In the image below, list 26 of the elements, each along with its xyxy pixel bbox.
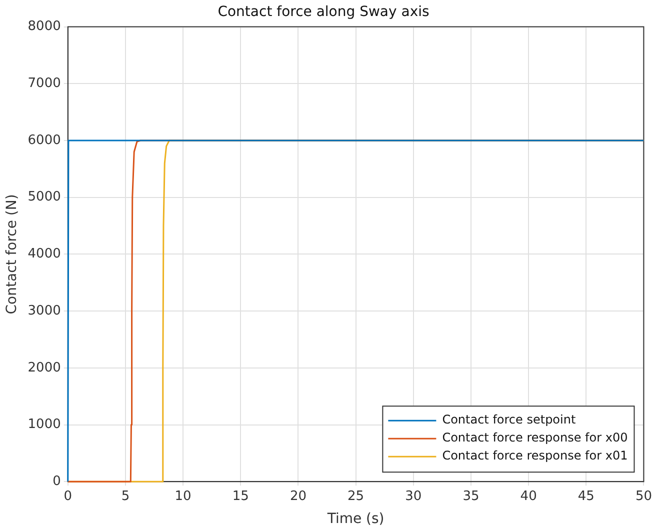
x-tick-label: 5 <box>121 488 130 504</box>
x-tick-label: 10 <box>174 488 192 504</box>
chart-title: Contact force along Sway axis <box>218 4 430 20</box>
legend-label: Contact force response for x00 <box>442 430 628 445</box>
y-tick-label: 8000 <box>28 19 61 34</box>
x-tick-label: 0 <box>64 488 72 504</box>
y-tick-label: 6000 <box>28 132 61 148</box>
x-tick-label: 20 <box>290 488 306 504</box>
y-axis-title: Contact force (N) <box>4 194 20 314</box>
x-tick-label: 50 <box>635 488 652 504</box>
x-tick-label: 30 <box>405 488 422 504</box>
x-tick-label: 15 <box>232 488 249 504</box>
legend-label: Contact force setpoint <box>442 412 576 427</box>
y-tick-label: 4000 <box>28 246 61 262</box>
x-tick-label: 25 <box>348 488 364 504</box>
x-tick-label: 45 <box>578 488 594 504</box>
y-tick-label: 7000 <box>28 76 61 92</box>
y-tick-label: 5000 <box>28 190 61 205</box>
y-tick-label: 0 <box>52 474 61 489</box>
y-tick-label: 1000 <box>28 417 61 432</box>
y-tick-label: 2000 <box>28 360 61 376</box>
x-axis-title: Time (s) <box>326 511 384 528</box>
y-tick-label: 3000 <box>28 303 61 318</box>
x-tick-label: 35 <box>462 488 480 504</box>
x-tick-label: 40 <box>520 488 537 504</box>
legend-label: Contact force response for x01 <box>442 448 628 463</box>
